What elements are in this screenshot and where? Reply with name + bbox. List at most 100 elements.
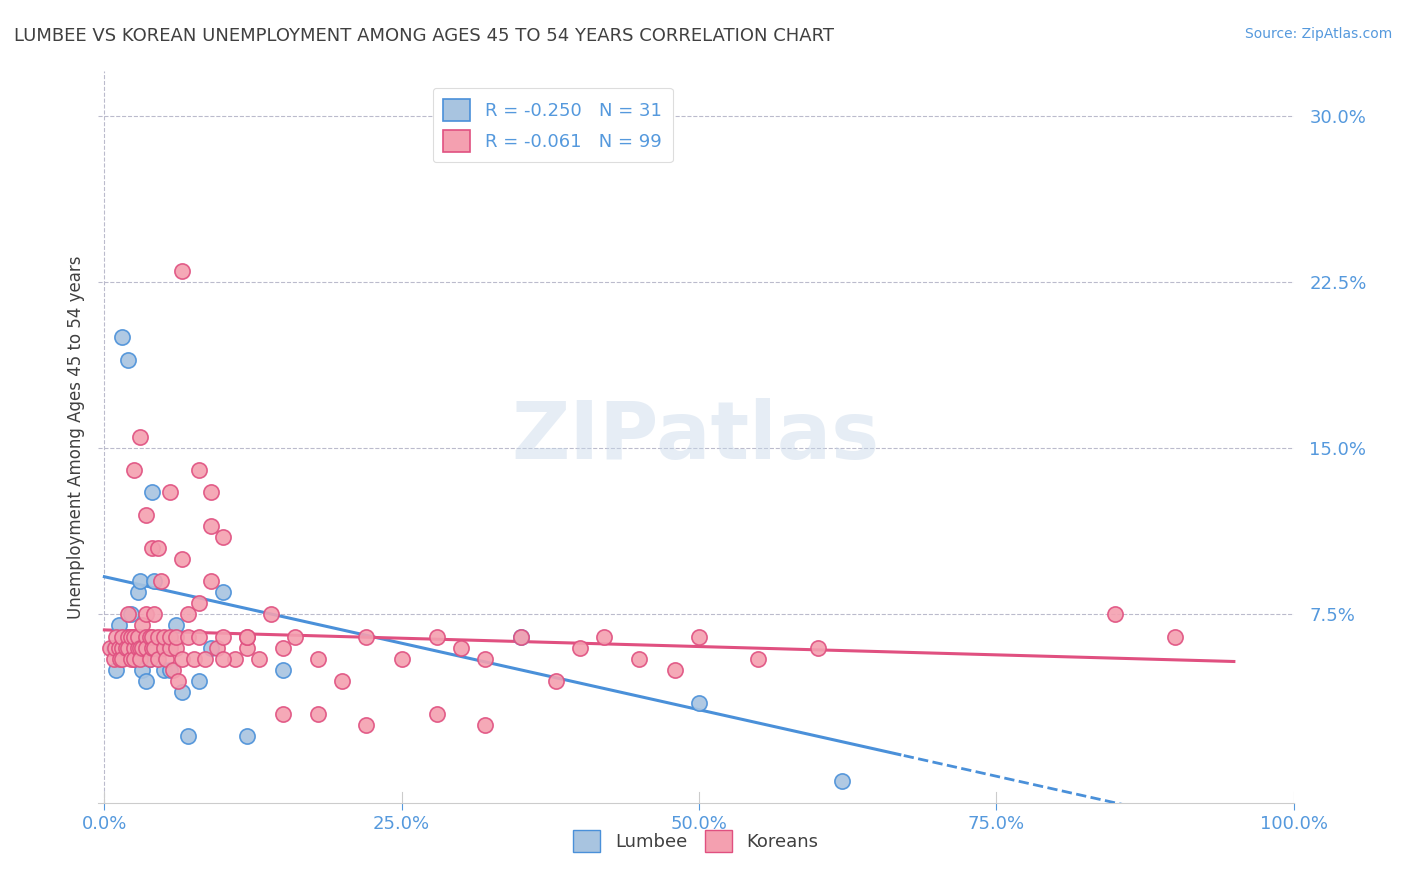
Koreans — [271, 640, 294, 655]
Koreans — [131, 618, 153, 632]
Koreans — [569, 640, 592, 655]
Koreans — [146, 541, 169, 555]
Koreans — [330, 673, 353, 688]
Koreans — [307, 651, 329, 665]
Koreans — [450, 640, 472, 655]
Koreans — [159, 485, 181, 500]
Lumbee — [129, 651, 152, 665]
Koreans — [105, 630, 128, 644]
Lumbee — [127, 585, 149, 599]
Lumbee — [509, 630, 531, 644]
Koreans — [426, 630, 449, 644]
Koreans — [546, 673, 568, 688]
Lumbee — [688, 696, 710, 710]
Koreans — [143, 640, 166, 655]
Koreans — [122, 640, 145, 655]
Koreans — [103, 651, 125, 665]
Koreans — [122, 651, 145, 665]
Koreans — [236, 630, 259, 644]
Koreans — [129, 640, 152, 655]
Lumbee — [122, 640, 145, 655]
Koreans — [188, 596, 211, 610]
Text: LUMBEE VS KOREAN UNEMPLOYMENT AMONG AGES 45 TO 54 YEARS CORRELATION CHART: LUMBEE VS KOREAN UNEMPLOYMENT AMONG AGES… — [14, 27, 834, 45]
Koreans — [120, 630, 142, 644]
Koreans — [127, 630, 149, 644]
Lumbee — [111, 330, 134, 344]
Koreans — [284, 630, 307, 644]
Y-axis label: Unemployment Among Ages 45 to 54 years: Unemployment Among Ages 45 to 54 years — [66, 255, 84, 619]
Koreans — [162, 663, 184, 677]
Koreans — [114, 640, 136, 655]
Koreans — [122, 463, 145, 477]
Koreans — [131, 640, 153, 655]
Lumbee — [146, 640, 169, 655]
Koreans — [747, 651, 769, 665]
Koreans — [150, 574, 173, 589]
Lumbee — [117, 352, 139, 367]
Koreans — [141, 541, 163, 555]
Lumbee — [271, 663, 294, 677]
Koreans — [260, 607, 283, 622]
Lumbee — [103, 640, 125, 655]
Koreans — [98, 640, 121, 655]
Lumbee — [129, 574, 152, 589]
Koreans — [143, 607, 166, 622]
Koreans — [167, 673, 190, 688]
Koreans — [155, 651, 177, 665]
Koreans — [474, 651, 496, 665]
Koreans — [200, 518, 222, 533]
Koreans — [354, 630, 377, 644]
Koreans — [236, 630, 259, 644]
Koreans — [188, 463, 211, 477]
Koreans — [146, 651, 169, 665]
Lumbee — [135, 630, 157, 644]
Koreans — [138, 651, 160, 665]
Koreans — [129, 430, 152, 444]
Koreans — [129, 651, 152, 665]
Koreans — [107, 640, 129, 655]
Koreans — [628, 651, 651, 665]
Koreans — [474, 718, 496, 732]
Koreans — [159, 630, 181, 644]
Koreans — [141, 640, 163, 655]
Koreans — [159, 640, 181, 655]
Lumbee — [105, 663, 128, 677]
Koreans — [354, 718, 377, 732]
Lumbee — [831, 773, 853, 788]
Lumbee — [236, 729, 259, 743]
Koreans — [127, 640, 149, 655]
Koreans — [207, 640, 229, 655]
Lumbee — [120, 607, 142, 622]
Koreans — [135, 640, 157, 655]
Koreans — [141, 630, 163, 644]
Koreans — [165, 640, 187, 655]
Koreans — [108, 651, 131, 665]
Koreans — [135, 630, 157, 644]
Lumbee — [141, 485, 163, 500]
Koreans — [391, 651, 413, 665]
Legend: Lumbee, Koreans: Lumbee, Koreans — [567, 823, 825, 860]
Koreans — [807, 640, 830, 655]
Koreans — [170, 651, 193, 665]
Koreans — [117, 607, 139, 622]
Koreans — [135, 508, 157, 522]
Koreans — [176, 630, 198, 644]
Koreans — [111, 630, 134, 644]
Koreans — [688, 630, 710, 644]
Koreans — [153, 630, 176, 644]
Lumbee — [159, 663, 181, 677]
Koreans — [1163, 630, 1185, 644]
Koreans — [170, 264, 193, 278]
Text: Source: ZipAtlas.com: Source: ZipAtlas.com — [1244, 27, 1392, 41]
Lumbee — [153, 663, 176, 677]
Koreans — [212, 651, 235, 665]
Koreans — [104, 640, 127, 655]
Lumbee — [165, 618, 187, 632]
Lumbee — [143, 574, 166, 589]
Lumbee — [138, 651, 160, 665]
Lumbee — [212, 585, 235, 599]
Koreans — [146, 630, 169, 644]
Koreans — [111, 640, 134, 655]
Koreans — [509, 630, 531, 644]
Koreans — [1104, 607, 1126, 622]
